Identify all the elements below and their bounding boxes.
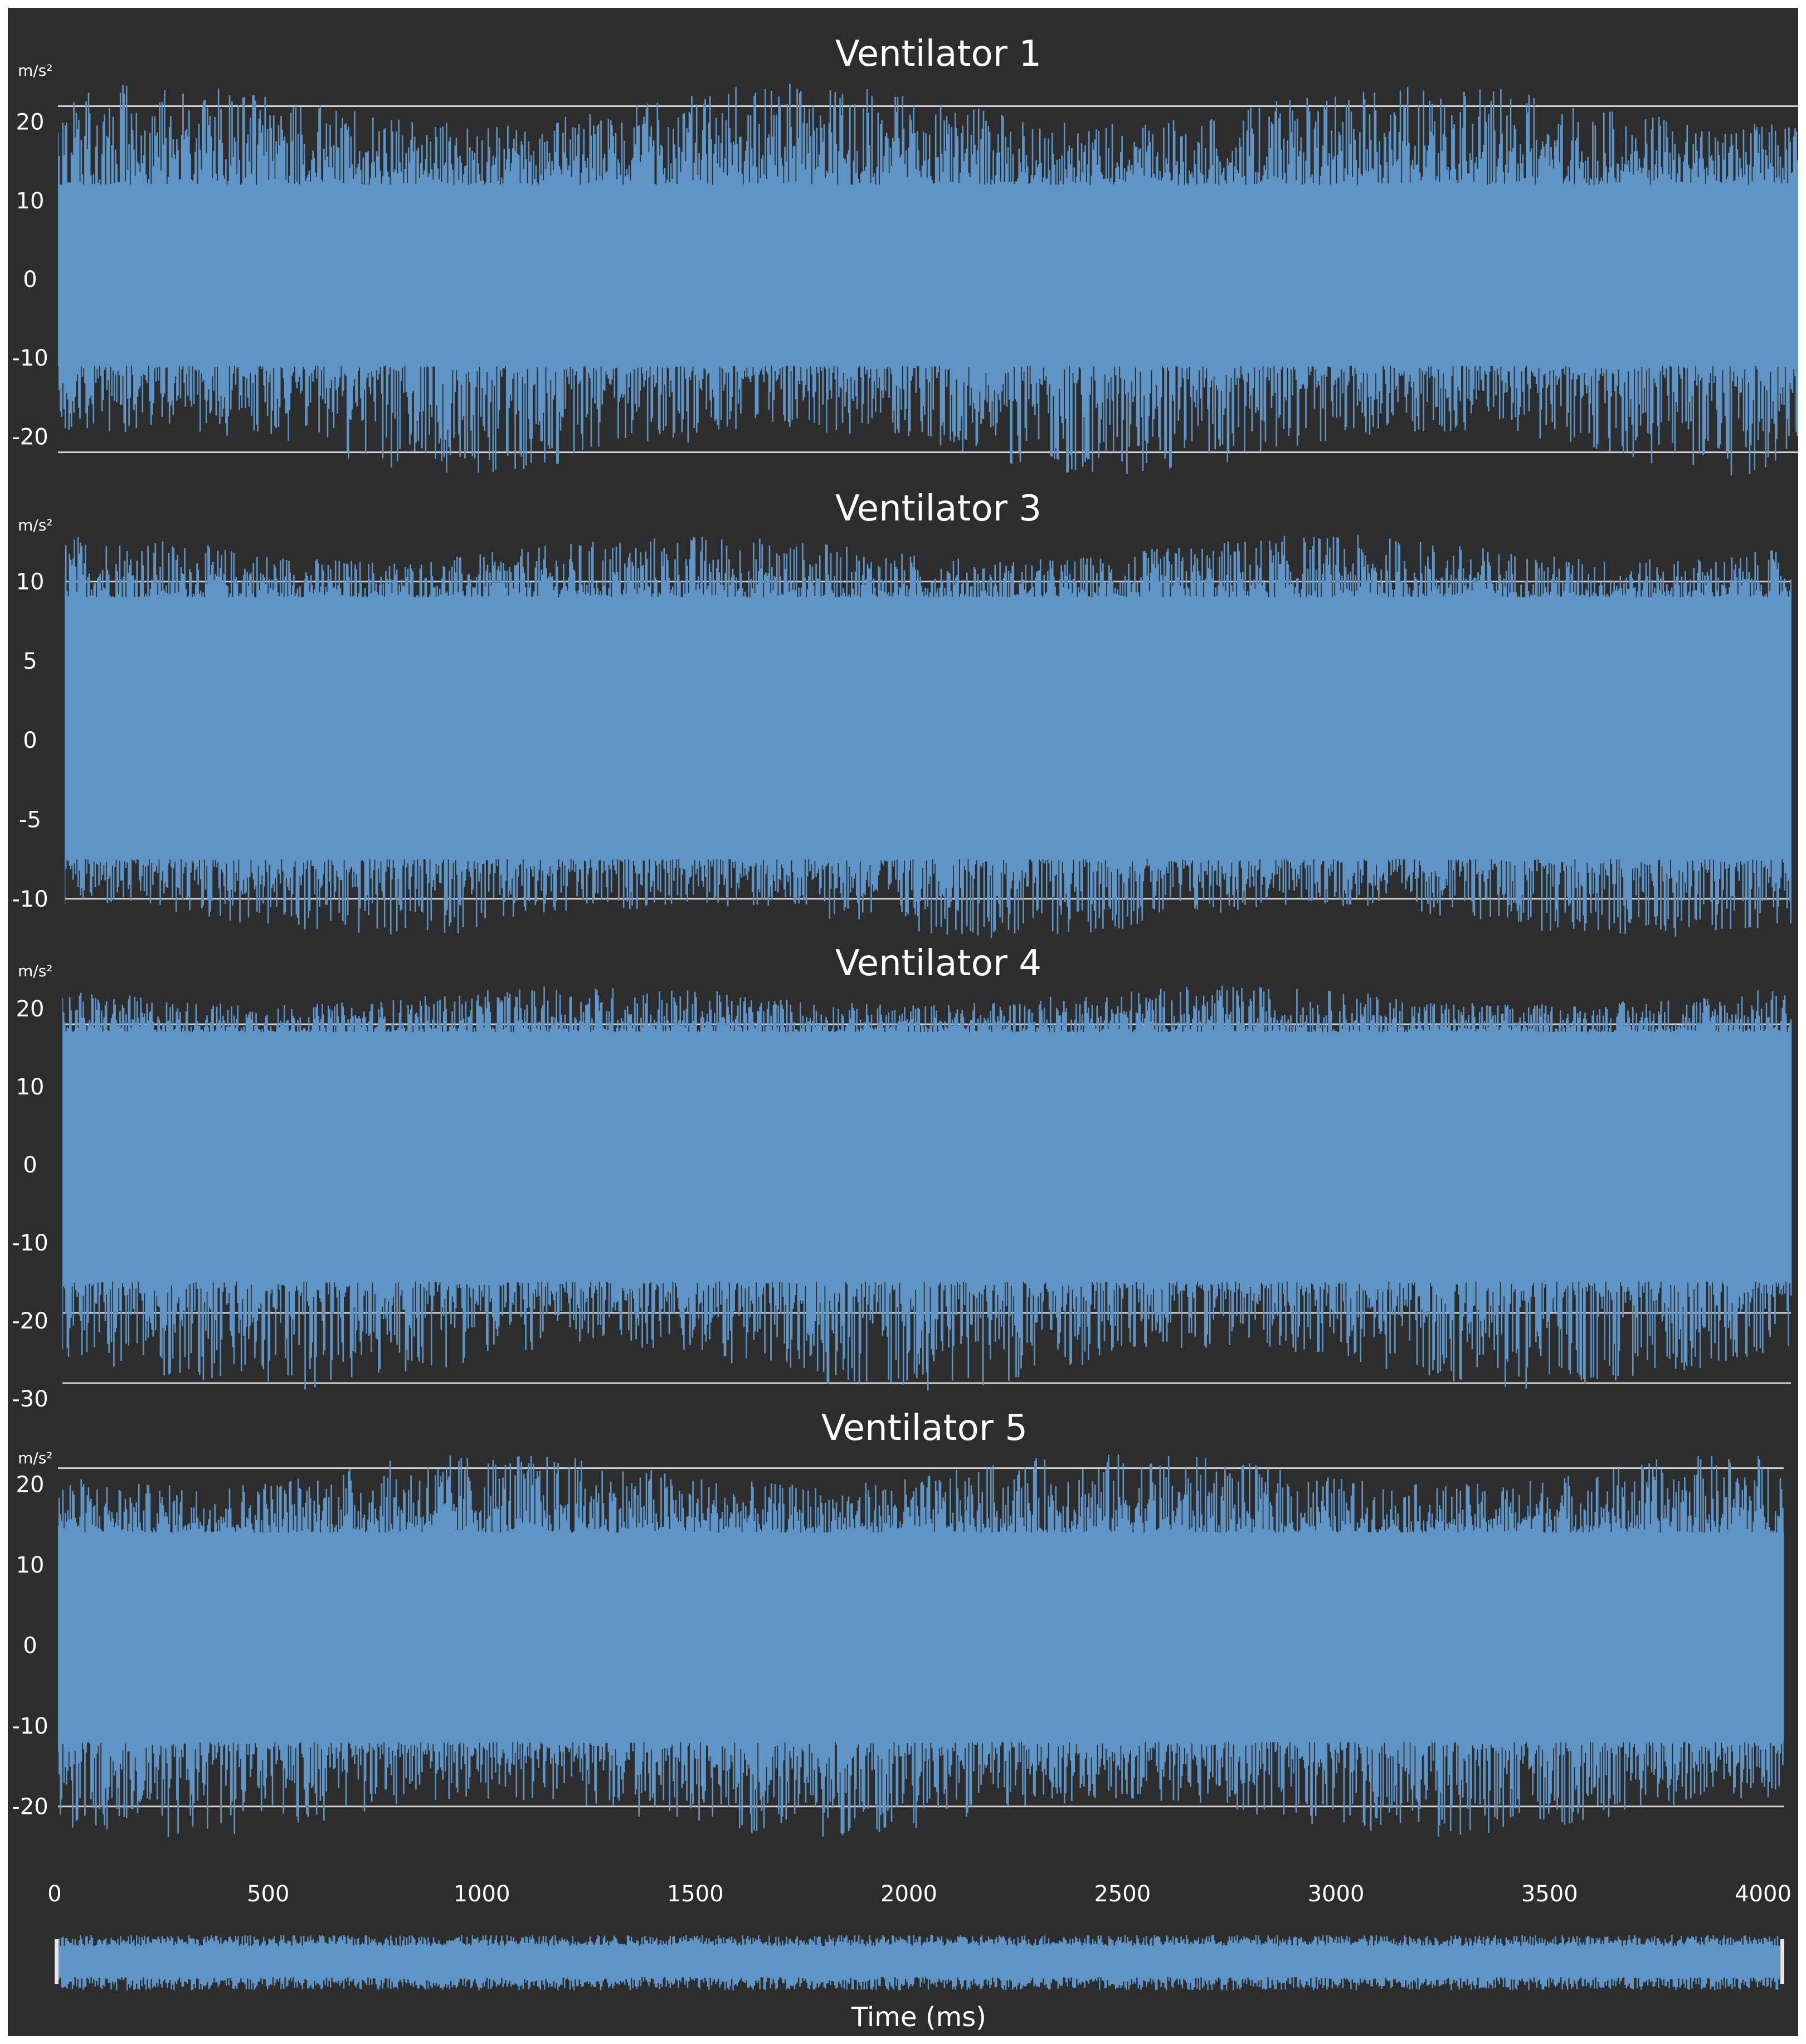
chart-title: Ventilator 4 <box>835 943 1041 984</box>
y-tick-label: -10 <box>12 887 48 912</box>
y-tick-label: -10 <box>12 1230 48 1256</box>
chart-title: Ventilator 5 <box>821 1408 1028 1449</box>
chart-title: Ventilator 1 <box>835 33 1041 75</box>
x-tick-label: 1000 <box>454 1881 510 1907</box>
x-tick-label: 500 <box>247 1881 289 1907</box>
chart-panel-ventilator-1: Ventilator 1 m/s² 20 10 0 -10 -20 <box>12 33 1798 476</box>
x-axis: 0 500 1000 1500 2000 2500 3000 3500 4000 <box>47 1881 1792 1907</box>
y-tick-label: -20 <box>12 424 48 450</box>
y-tick-label: -20 <box>12 1794 48 1820</box>
y-tick-label: 0 <box>23 267 37 293</box>
y-unit-label: m/s² <box>18 61 53 80</box>
signal-trace <box>58 84 1798 476</box>
y-tick-label: -10 <box>12 345 48 371</box>
y-tick-label: 10 <box>16 570 45 595</box>
y-tick-label: 10 <box>16 1074 45 1100</box>
y-tick-label: 0 <box>23 728 37 753</box>
x-tick-label: 3000 <box>1308 1881 1365 1907</box>
x-tick-label: 3500 <box>1521 1881 1578 1907</box>
y-unit-label: m/s² <box>18 962 53 980</box>
x-axis-label: Time (ms) <box>851 2002 986 2033</box>
x-tick-label: 0 <box>47 1881 61 1907</box>
y-tick-label: 10 <box>16 1553 45 1578</box>
y-tick-label: 20 <box>16 1472 45 1498</box>
x-tick-label: 4000 <box>1735 1881 1792 1907</box>
y-tick-label: 10 <box>16 188 45 214</box>
chart-panel-ventilator-3: Ventilator 3 m/s² 10 5 0 -5 -10 <box>12 488 1792 938</box>
signal-dashboard: Ventilator 1 m/s² 20 10 0 -10 -20 Ventilator… <box>8 8 1798 2036</box>
y-tick-label: -20 <box>12 1308 48 1334</box>
ventilator-charts: Ventilator 1 m/s² 20 10 0 -10 -20 Ventilator… <box>12 33 1798 2033</box>
signal-trace <box>58 1454 1784 1837</box>
chart-panel-ventilator-4: Ventilator 4 m/s² 20 10 0 -10 -20 -30 <box>12 943 1792 1412</box>
y-tick-label: -5 <box>19 807 41 833</box>
y-tick-label: -10 <box>12 1714 48 1739</box>
chart-title: Ventilator 3 <box>835 488 1041 529</box>
y-tick-label: 0 <box>23 1152 37 1178</box>
y-unit-label: m/s² <box>18 516 53 534</box>
signal-trace <box>62 985 1792 1391</box>
x-tick-label: 2000 <box>880 1881 937 1907</box>
range-handle-right[interactable] <box>1780 1939 1784 1984</box>
overview-trace <box>58 1935 1780 1991</box>
y-tick-label: -30 <box>12 1386 48 1412</box>
y-tick-label: 20 <box>16 996 45 1022</box>
y-tick-label: 0 <box>23 1633 37 1659</box>
signal-trace <box>65 534 1792 938</box>
chart-panel-ventilator-5: Ventilator 5 m/s² 20 10 0 -10 -20 <box>12 1408 1784 1837</box>
y-unit-label: m/s² <box>18 1449 53 1467</box>
x-tick-label: 2500 <box>1094 1881 1151 1907</box>
y-tick-label: 20 <box>16 110 45 135</box>
y-tick-label: 5 <box>23 649 37 674</box>
time-range-overview[interactable] <box>55 1935 1784 1991</box>
range-handle-left[interactable] <box>55 1939 59 1984</box>
x-tick-label: 1500 <box>667 1881 724 1907</box>
